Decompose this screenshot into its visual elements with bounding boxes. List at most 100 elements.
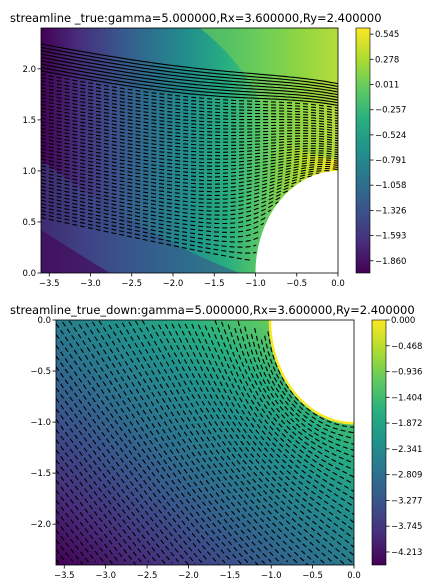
contour-line (41, 216, 253, 261)
colorbar-tick-label: −1.872 (391, 419, 422, 429)
contour-line (41, 104, 338, 132)
contour-line (41, 151, 338, 178)
contour-line (56, 366, 203, 563)
contour-line (56, 559, 60, 565)
colorbar-tick-label: −0.257 (375, 106, 406, 116)
colorbar-tick-label: −2.341 (391, 445, 422, 455)
contour-line (41, 70, 338, 106)
contour-line (56, 334, 226, 564)
contour-line (41, 155, 338, 182)
contour-line (115, 323, 299, 564)
y-tick-label: 1.0 (22, 167, 36, 177)
contour-line (91, 321, 272, 563)
contour-line (41, 206, 261, 243)
contour-line (41, 83, 338, 117)
contour-line (56, 387, 189, 565)
x-tick-label: −2.0 (163, 279, 184, 289)
contour-line (56, 529, 83, 565)
chart-top-colorbar (355, 27, 371, 274)
contour-line (41, 107, 338, 135)
contour-line (204, 325, 354, 508)
contour-line (135, 320, 325, 564)
contour-line (41, 213, 257, 254)
contour-line (56, 469, 126, 562)
chart-top-shade-lowest (41, 230, 110, 273)
contour-line (41, 63, 338, 101)
chart-bottom-obstacle-edge (268, 320, 354, 425)
chart-top-contours (41, 43, 338, 261)
chart-bottom-contours (56, 320, 354, 565)
contour-line (41, 161, 338, 189)
contour-line (56, 539, 74, 562)
x-tick-label: −1.0 (261, 571, 282, 581)
x-tick-label: 0.0 (331, 279, 345, 289)
contour-line (41, 199, 265, 233)
colorbar-tick-label: −1.404 (391, 393, 422, 403)
chart-bottom-obstacle (271, 320, 354, 423)
contour-line (211, 326, 354, 500)
colorbar-tick-label: −0.936 (391, 368, 422, 378)
contour-line (68, 320, 249, 564)
y-tick-label: 0.0 (22, 269, 36, 279)
contour-line (56, 519, 90, 564)
contour-line (41, 56, 338, 96)
contour-line (108, 324, 289, 563)
x-tick-label: −1.0 (245, 279, 266, 289)
colorbar-tick-label: −0.524 (375, 131, 406, 141)
y-tick-label: 1.5 (22, 116, 36, 126)
colorbar-tick-label: −1.058 (375, 181, 406, 191)
contour-line (158, 324, 354, 565)
chart-bottom-colorbar-ticks: 0.000 −0.468 −0.936 −1.404 −1.872 −2.341 −2.80… (386, 316, 422, 558)
contour-line (41, 165, 331, 193)
colorbar-tick-label: −4.213 (391, 548, 422, 558)
colorbar-tick-label: −3.277 (391, 496, 422, 506)
contour-line (41, 168, 320, 196)
x-tick-label: 0.0 (347, 571, 361, 581)
contour-line (62, 321, 242, 565)
contour-line (56, 429, 156, 562)
contour-line (41, 93, 338, 125)
contour-line (41, 124, 338, 150)
chart-top-title: streamline _true:gamma=5.000000,Rx=3.600… (10, 11, 382, 25)
contour-line (41, 117, 338, 143)
colorbar-tick-label: −1.860 (375, 257, 406, 267)
contour-line (56, 479, 120, 563)
x-tick-label: −3.0 (80, 279, 101, 289)
chart-bottom: streamline_true_down:gamma=5.000000,Rx=3… (0, 296, 439, 584)
contour-line (244, 326, 354, 458)
contour-line (56, 459, 136, 565)
contour-line (41, 192, 272, 225)
contour-line (191, 323, 354, 523)
colorbar-tick-label: −1.593 (375, 232, 406, 242)
contour-line (56, 449, 143, 564)
contour-line (41, 87, 338, 120)
contour-line (41, 189, 279, 220)
contour-line (234, 328, 354, 471)
contour-line (214, 320, 354, 492)
x-tick-label: −0.5 (286, 279, 307, 289)
contour-line (41, 77, 338, 112)
contour-line (41, 131, 338, 157)
contour-line (41, 144, 338, 171)
x-tick-label: −2.5 (137, 571, 158, 581)
x-tick-label: −0.5 (302, 571, 323, 581)
contour-line (237, 320, 354, 464)
contour-line (128, 321, 315, 563)
contour-line (56, 418, 166, 565)
contour-line (250, 334, 354, 451)
contour-line (41, 73, 338, 109)
contour-line (41, 210, 257, 248)
chart-top-x-axis: −3.5 −3.0 −2.5 −2.0 −1.5 −1.0 −0.5 0.0 (39, 273, 345, 289)
y-tick-label: 0.0 (37, 316, 51, 326)
contour-line (41, 179, 294, 208)
chart-bottom-frame (55, 319, 355, 566)
chart-top-obstacle (255, 170, 338, 273)
chart-bottom-colorbar (371, 319, 387, 566)
contour-line (56, 376, 196, 565)
colorbar-tick-label: −0.791 (375, 156, 406, 166)
contour-line (260, 339, 354, 439)
contour-line (41, 175, 302, 204)
contour-line (41, 110, 338, 137)
contour-line (56, 323, 232, 563)
contour-line (41, 60, 338, 98)
